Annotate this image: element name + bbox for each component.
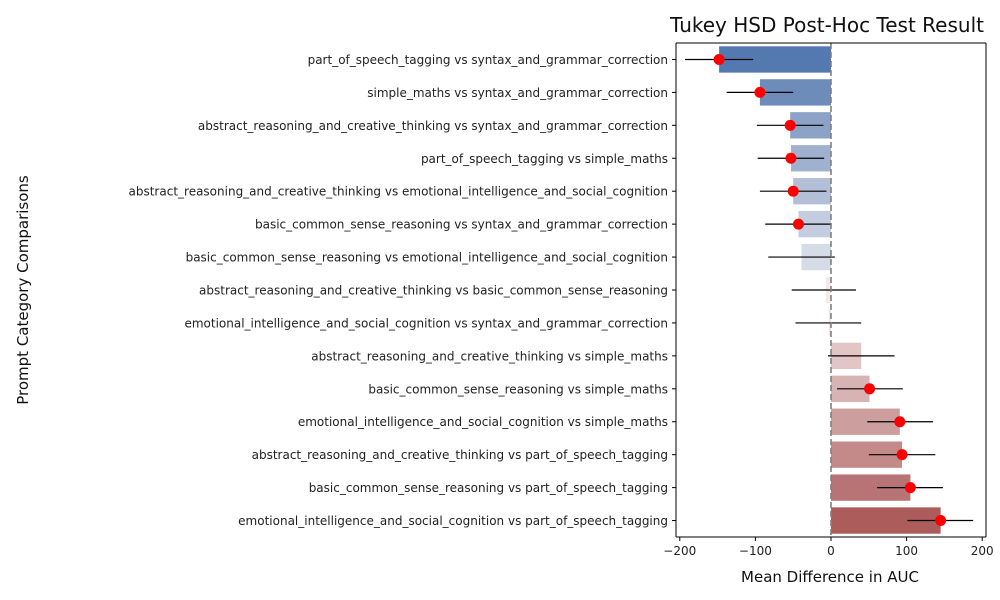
plot-area: part_of_speech_tagging vs syntax_and_gra…	[129, 42, 994, 558]
y-tick-label: abstract_reasoning_and_creative_thinking…	[198, 119, 668, 133]
y-axis-label: Prompt Category Comparisons	[14, 175, 32, 405]
x-tick-label: −200	[663, 544, 696, 558]
x-tick-label: 0	[827, 544, 835, 558]
y-tick-label: abstract_reasoning_and_creative_thinking…	[252, 448, 668, 462]
x-tick-label: 200	[971, 544, 994, 558]
significance-marker	[904, 482, 916, 494]
y-tick-label: abstract_reasoning_and_creative_thinking…	[311, 349, 668, 363]
y-tick-label: part_of_speech_tagging vs simple_maths	[421, 152, 668, 166]
significance-marker	[896, 449, 908, 461]
y-tick-label: basic_common_sense_reasoning vs simple_m…	[368, 382, 668, 396]
x-axis-label: Mean Difference in AUC	[741, 568, 919, 586]
y-tick-label: basic_common_sense_reasoning vs emotiona…	[186, 251, 668, 265]
x-tick-label: 100	[895, 544, 918, 558]
significance-marker	[864, 383, 876, 395]
significance-marker	[935, 515, 947, 527]
y-tick-label: part_of_speech_tagging vs syntax_and_gra…	[308, 53, 668, 67]
y-tick-label: emotional_intelligence_and_social_cognit…	[298, 415, 668, 429]
x-tick-label: −100	[739, 544, 772, 558]
y-tick-label: basic_common_sense_reasoning vs syntax_a…	[255, 218, 668, 232]
y-tick-label: emotional_intelligence_and_social_cognit…	[238, 514, 668, 528]
significance-marker	[792, 218, 804, 230]
significance-marker	[787, 185, 799, 197]
y-tick-label: abstract_reasoning_and_creative_thinking…	[129, 185, 669, 199]
y-tick-label: emotional_intelligence_and_social_cognit…	[184, 316, 668, 330]
significance-marker	[754, 86, 766, 98]
y-tick-label: abstract_reasoning_and_creative_thinking…	[199, 284, 668, 298]
significance-marker	[785, 152, 797, 164]
chart-title: Tukey HSD Post-Hoc Test Result	[669, 13, 984, 37]
significance-marker	[784, 119, 796, 131]
y-tick-label: simple_maths vs syntax_and_grammar_corre…	[367, 86, 668, 100]
significance-marker	[894, 416, 906, 428]
significance-marker	[713, 53, 725, 65]
y-tick-label: basic_common_sense_reasoning vs part_of_…	[309, 481, 668, 495]
